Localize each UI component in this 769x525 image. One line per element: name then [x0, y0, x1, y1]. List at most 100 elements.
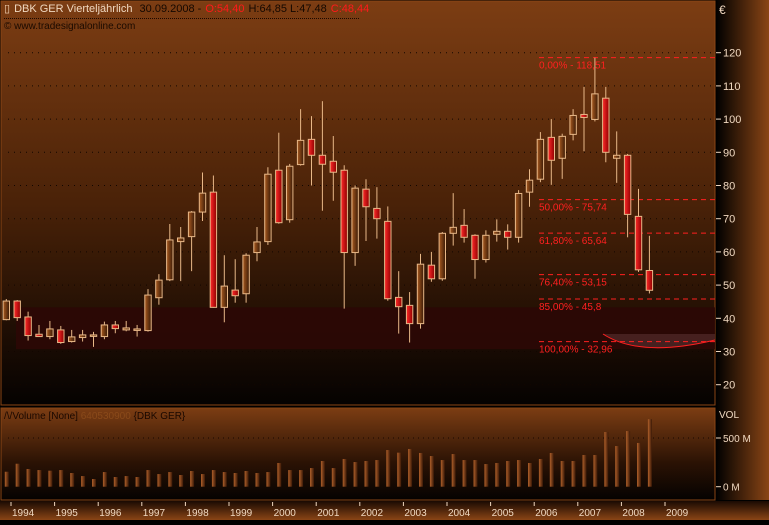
- volume-bar: [626, 431, 631, 487]
- volume-bar: [582, 454, 587, 487]
- volume-bar: [528, 462, 532, 487]
- price-tick-label: 70: [723, 214, 735, 226]
- candle-up: [416, 263, 425, 325]
- volume-bar: [440, 460, 445, 487]
- candle-up: [514, 192, 523, 238]
- candle-down: [307, 138, 316, 156]
- candle-up: [220, 285, 229, 308]
- volume-bar: [386, 450, 391, 487]
- year-label: 2005: [492, 508, 515, 519]
- price-axis-panel: [716, 0, 769, 500]
- candle-up: [264, 173, 272, 243]
- chart-header: ▯ DBK GER Vierteljährlich 30.09.2008 - O:5…: [4, 2, 373, 15]
- volume-bar: [26, 468, 31, 487]
- volume-bar: [375, 460, 380, 487]
- volume-bar: [549, 452, 554, 487]
- candlestick-series: [2, 57, 654, 347]
- candle-down: [209, 191, 218, 308]
- candle-down: [504, 230, 512, 238]
- price-tick-label: 60: [723, 247, 735, 259]
- volume-bar: [59, 470, 64, 487]
- candle-down: [405, 304, 414, 325]
- candle-down: [623, 154, 632, 215]
- candle-up: [166, 239, 174, 281]
- candle-up: [296, 139, 305, 166]
- price-tick-label: 20: [723, 380, 735, 392]
- time-axis: 1994 1995 1996 1997 1998 1999 2000 2001 2002 2003…: [10, 502, 689, 519]
- year-label: 2000: [274, 508, 297, 519]
- candle-down: [362, 188, 370, 208]
- year-label: 2006: [535, 508, 558, 519]
- year-label: 2008: [622, 508, 645, 519]
- candle-down: [329, 160, 338, 173]
- arc-drawing-outline: [602, 333, 716, 349]
- price-tick-label: 100: [723, 114, 741, 126]
- volume-bar: [429, 456, 434, 487]
- volume-bar: [70, 472, 75, 487]
- volume-bar: [168, 472, 173, 487]
- volume-axis: VOL 500 M 0 M: [716, 410, 751, 494]
- volume-symbol: {DBK GER}: [133, 411, 186, 422]
- candlestick-icon: ▯: [4, 3, 11, 15]
- volume-bar: [102, 472, 107, 487]
- candle-down: [395, 296, 403, 308]
- volume-series: [4, 419, 652, 487]
- year-label: 2004: [448, 508, 471, 519]
- volume-bar: [538, 458, 543, 487]
- candle-down: [645, 269, 654, 291]
- volume-bar: [342, 458, 347, 487]
- volume-bar: [92, 479, 96, 487]
- support-zone: [16, 307, 715, 350]
- price-tick-label: 50: [723, 280, 735, 292]
- volume-bar: [364, 460, 369, 487]
- candle-down: [580, 113, 588, 118]
- volume-value: 640530900: [80, 411, 131, 422]
- candle-down: [427, 264, 436, 280]
- candle-down: [111, 324, 119, 330]
- candle-up: [68, 336, 76, 343]
- volume-bar: [451, 454, 456, 487]
- candle-up: [2, 300, 10, 321]
- volume-bar: [190, 470, 195, 487]
- year-label: 2007: [579, 508, 602, 519]
- candle-up: [46, 328, 54, 338]
- volume-bar: [637, 442, 641, 487]
- candle-down: [275, 169, 283, 224]
- year-label: 2002: [361, 508, 384, 519]
- candle-up: [122, 327, 130, 331]
- year-label: 2009: [666, 508, 689, 519]
- volume-bar: [157, 474, 162, 487]
- volume-bar: [277, 462, 282, 487]
- header-divider: [4, 18, 359, 19]
- volume-bar: [4, 471, 9, 487]
- volume-bar: [320, 460, 325, 487]
- open-value: O:54,40: [205, 3, 245, 15]
- volume-bar: [484, 464, 489, 487]
- volume-header: /\/Volume [None] 640530900 {DBK GER}: [4, 411, 185, 422]
- candle-up: [493, 230, 501, 235]
- year-label: 1999: [230, 508, 253, 519]
- candle-up: [438, 232, 447, 280]
- price-tick-label: 120: [723, 48, 741, 60]
- candle-down: [547, 136, 555, 161]
- arc-drawing: [603, 334, 715, 348]
- volume-bar: [201, 474, 205, 487]
- candle-down: [231, 289, 239, 297]
- year-label: 2001: [317, 508, 340, 519]
- fib-level-label: 61,80% - 65,64: [539, 236, 607, 247]
- candle-up: [100, 324, 109, 338]
- year-label: 1994: [12, 508, 35, 519]
- year-label: 1997: [143, 508, 166, 519]
- candle-up: [242, 254, 250, 295]
- copyright-link[interactable]: © www.tradesignalonline.com: [4, 21, 136, 32]
- fibonacci-retracement[interactable]: 0,00% - 118,51 50,00% - 75,74 61,80% - 65,…: [539, 57, 715, 356]
- candle-down: [13, 300, 21, 319]
- candle-up: [133, 328, 141, 331]
- volume-bar: [353, 462, 358, 487]
- candle-down: [35, 333, 43, 338]
- volume-bar: [604, 431, 609, 487]
- candle-up: [613, 154, 621, 159]
- candle-down: [57, 329, 65, 344]
